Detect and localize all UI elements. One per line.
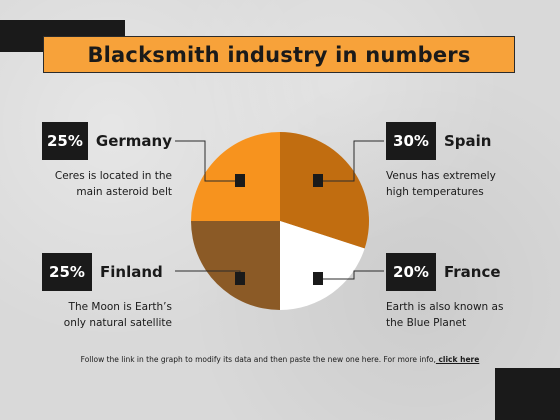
footer-note: Follow the link in the graph to modify i… — [0, 355, 560, 364]
description-line: Venus has extremely — [386, 170, 496, 182]
connector-line-spain — [318, 140, 384, 182]
page-title: Blacksmith industry in numbers — [87, 42, 471, 67]
description-line: Ceres is located in the — [54, 170, 172, 182]
percentage-badge: 20% — [386, 253, 436, 291]
entry-france: 20% France Earth is also known as the Bl… — [386, 253, 536, 331]
country-label: Spain — [444, 132, 492, 150]
pie-slice-spain — [280, 132, 370, 249]
entry-description: The Moon is Earth’s only natural satelli… — [42, 299, 172, 331]
corner-decoration-bottom-right — [495, 368, 560, 420]
description-line: only natural satellite — [63, 317, 172, 329]
connector-line-germany — [175, 140, 240, 182]
marker-germany — [235, 174, 245, 187]
description-line: the Blue Planet — [386, 317, 467, 329]
marker-france — [313, 272, 323, 285]
percentage-badge: 25% — [42, 253, 92, 291]
connector-line-france — [318, 270, 384, 280]
entry-spain: 30% Spain Venus has extremely high tempe… — [386, 122, 536, 200]
description-line: main asteroid belt — [76, 186, 172, 198]
percentage-badge: 30% — [386, 122, 436, 160]
country-label: Germany — [95, 132, 172, 150]
country-label: France — [444, 263, 501, 281]
entry-description: Ceres is located in the main asteroid be… — [42, 168, 172, 200]
entry-finland: 25% Finland The Moon is Earth’s only nat… — [42, 253, 172, 331]
title-banner: Blacksmith industry in numbers — [43, 36, 515, 73]
description-line: Earth is also known as — [386, 301, 504, 313]
percentage-badge: 25% — [42, 122, 88, 160]
entry-description: Earth is also known as the Blue Planet — [386, 299, 536, 331]
entry-germany: 25% Germany Ceres is located in the main… — [42, 122, 172, 200]
entry-description: Venus has extremely high temperatures — [386, 168, 536, 200]
pie-slice-france — [280, 221, 365, 310]
country-label: Finland — [100, 263, 163, 281]
pie-slice-finland — [191, 221, 280, 310]
marker-finland — [235, 272, 245, 285]
description-line: high temperatures — [386, 186, 484, 198]
marker-spain — [313, 174, 323, 187]
footer-link[interactable]: click here — [435, 355, 480, 364]
description-line: The Moon is Earth’s — [68, 301, 172, 313]
footer-text: Follow the link in the graph to modify i… — [80, 355, 436, 364]
